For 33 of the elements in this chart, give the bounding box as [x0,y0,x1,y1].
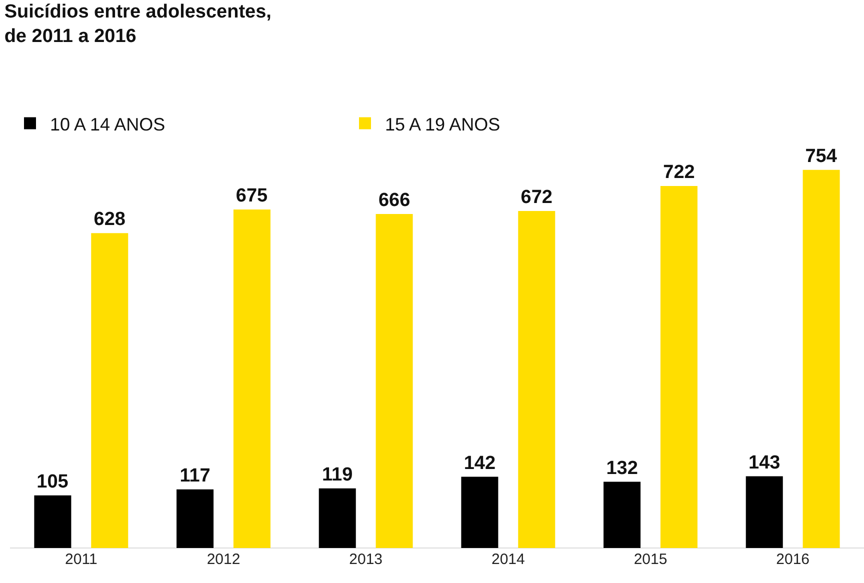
bar [802,170,840,548]
bar [91,233,128,548]
x-tick-label: 2014 [491,551,525,568]
bar [746,476,783,548]
data-label: 675 [236,186,268,207]
legend-label: 15 A 19 ANOS [385,114,500,134]
x-tick-label: 2015 [634,551,668,568]
data-label: 666 [378,190,410,212]
data-label: 754 [805,146,838,167]
bar [518,211,556,548]
data-label: 119 [322,464,353,486]
x-tick-label: 2013 [349,551,383,568]
data-label: 672 [520,187,552,208]
data-label: 142 [464,452,496,474]
x-tick-label: 2011 [65,551,98,568]
bar [376,214,413,548]
bar [318,488,356,548]
bar [176,489,214,548]
data-label: 117 [180,465,210,486]
bar [461,476,498,548]
bar [604,482,641,548]
bar [34,495,72,548]
data-label: 143 [748,452,780,474]
legend-label: 10 A 14 ANOS [50,114,166,134]
chart-title: Suicídios entre adolescentes, de 2011 a 2016 [4,1,272,48]
data-label: 628 [94,209,126,230]
bar [660,186,698,548]
x-tick-label: 2016 [776,551,810,568]
data-label: 132 [606,458,638,479]
bar [233,210,270,548]
x-tick-label: 2012 [206,551,240,568]
data-label: 105 [36,471,69,492]
data-label: 722 [663,162,695,183]
